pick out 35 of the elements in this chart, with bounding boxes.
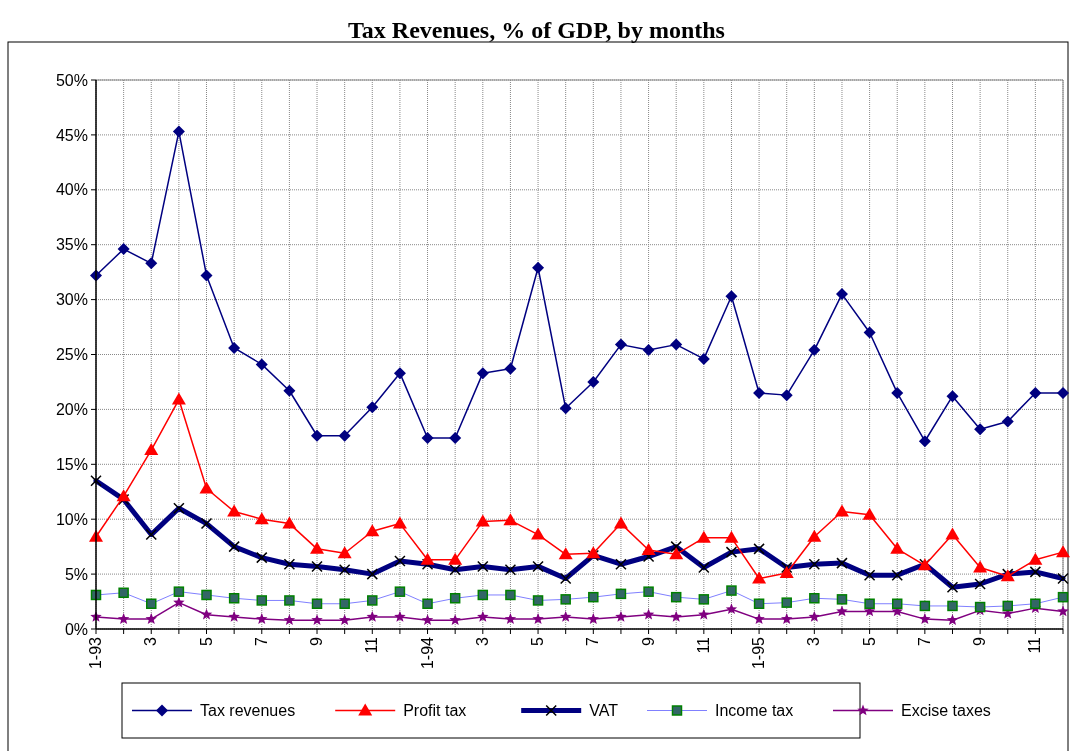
x-tick-label: 5: [197, 636, 215, 646]
x-tick-label: 1-95: [750, 636, 768, 670]
x-tick-label: 11: [694, 636, 712, 654]
y-tick-label: 45%: [55, 126, 88, 144]
y-tick-label: 0%: [64, 620, 88, 638]
x-tick-label: 9: [971, 636, 989, 646]
legend-label: Tax revenues: [200, 702, 296, 720]
x-tick-label: 7: [584, 636, 602, 646]
y-tick-label: 25%: [55, 346, 88, 364]
y-tick-label: 50%: [55, 71, 88, 89]
legend-label: Excise taxes: [901, 702, 991, 720]
x-tick-label: 3: [142, 636, 160, 646]
x-tick-label: 9: [308, 636, 326, 646]
y-tick-label: 20%: [55, 401, 88, 418]
x-tick-label: 7: [252, 636, 270, 646]
y-tick-label: 15%: [55, 455, 88, 473]
x-tick-label: 11: [1026, 636, 1044, 654]
legend-label: Profit tax: [403, 702, 467, 720]
x-tick-label: 3: [805, 636, 823, 646]
x-tick-label: 7: [915, 636, 933, 646]
chart-title: Tax Revenues, % of GDP, by months: [348, 17, 725, 43]
x-tick-label: 1-93: [87, 636, 104, 670]
x-tick-label: 3: [473, 636, 491, 646]
legend-label: VAT: [589, 702, 619, 720]
y-tick-label: 40%: [55, 181, 88, 199]
y-tick-label: 30%: [55, 291, 88, 309]
x-tick-label: 5: [860, 636, 878, 646]
y-tick-label: 10%: [55, 510, 88, 528]
y-tick-label: 5%: [64, 565, 88, 583]
x-tick-label: 11: [363, 636, 381, 654]
x-tick-label: 1-94: [418, 636, 436, 670]
y-tick-label: 35%: [55, 236, 88, 254]
x-tick-label: 5: [529, 636, 547, 646]
legend-label: Income tax: [715, 702, 794, 720]
x-tick-label: 9: [639, 636, 657, 646]
